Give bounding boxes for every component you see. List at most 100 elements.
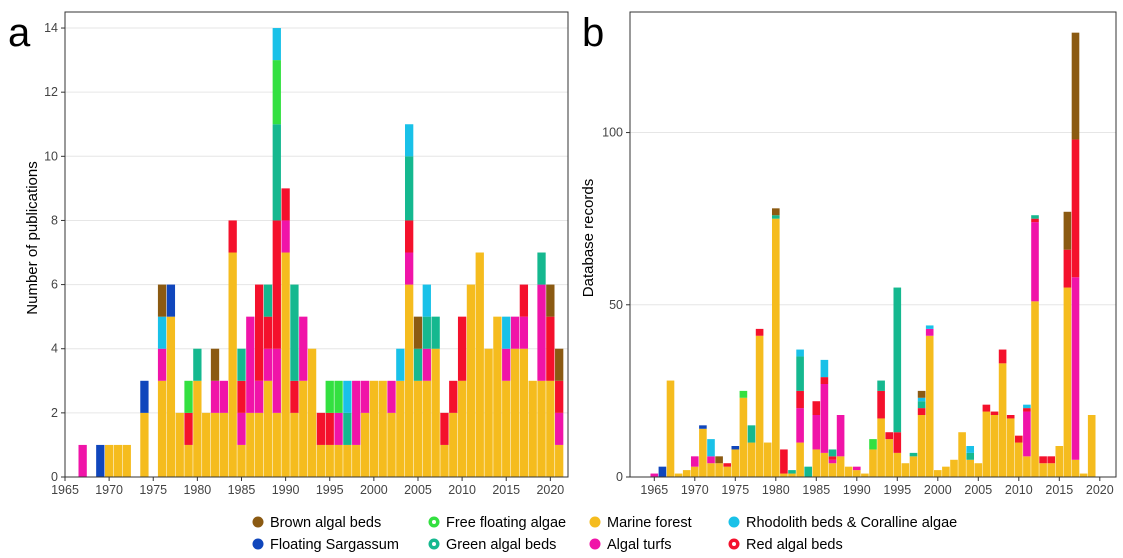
bar-segment-red-algal-beds (877, 390, 885, 419)
bar-segment-marine-forest (739, 397, 748, 477)
bar-segment-red-algal-beds (917, 408, 926, 415)
bar-segment-brown-algal-beds (157, 284, 167, 317)
bar-segment-marine-forest (316, 444, 326, 477)
bar-segment-marine-forest (755, 335, 764, 477)
legend-ring-icon (432, 542, 436, 546)
bar-segment-marine-forest (666, 380, 675, 477)
bar-segment-green-algal-beds (747, 425, 756, 443)
bar-segment-floating-sargassum (658, 466, 667, 477)
bar-segment-algal-turfs (836, 415, 845, 457)
bar-segment-marine-forest (690, 466, 699, 477)
bar-segment-marine-forest (852, 470, 861, 477)
bar-segment-marine-forest (715, 463, 723, 477)
y-tick-label: 100 (602, 126, 623, 140)
bar-segment-green-algal-beds (917, 401, 926, 409)
bar-segment-green-algal-beds (828, 449, 837, 457)
bar-segment-marine-forest (360, 412, 370, 477)
bar-segment-algal-turfs (510, 316, 520, 349)
bar-segment-green-algal-beds (413, 348, 423, 381)
legend-item-floating-sargassum: Floating Sargassum (252, 537, 399, 553)
bar-segment-floating-sargassum (166, 284, 176, 317)
x-tick-label: 2015 (1045, 483, 1073, 497)
bar-segment-marine-forest (457, 380, 467, 477)
y-tick-label: 12 (44, 85, 58, 99)
bar-segment-green-algal-beds (877, 380, 885, 391)
bar-segment-marine-forest (184, 444, 193, 477)
bar-segment-marine-forest (546, 380, 555, 477)
x-tick-label: 1980 (183, 483, 211, 497)
bar-segment-marine-forest (1087, 415, 1096, 477)
x-tick-label: 2005 (964, 483, 992, 497)
bar-segment-marine-forest (537, 380, 546, 477)
bar-segment-marine-forest (925, 335, 934, 477)
bar-segment-red-algal-beds (820, 377, 829, 384)
x-tick-label: 1990 (843, 483, 871, 497)
bar-segment-marine-forest (413, 380, 423, 477)
bar-segment-marine-forest (877, 418, 885, 477)
y-axis-title-b: Database records (580, 179, 597, 297)
legend-label: Marine forest (607, 515, 692, 531)
bar-segment-rhodolith-beds-coralline-algae (422, 284, 431, 317)
bar-segment-marine-forest (140, 412, 149, 477)
bar-segment-red-algal-beds (184, 412, 193, 445)
bar-segment-marine-forest (707, 463, 715, 477)
plot-frame (629, 11, 1117, 478)
bar-segment-algal-turfs (1071, 277, 1080, 460)
bar-segment-marine-forest (555, 444, 564, 477)
bar-segment-marine-forest (844, 466, 853, 477)
bar-segment-algal-turfs (219, 380, 228, 413)
bar-segment-green-algal-beds (263, 284, 273, 317)
bar-segment-algal-turfs (537, 284, 546, 381)
bar-segment-marine-forest (202, 412, 211, 477)
bar-segment-brown-algal-beds (771, 208, 780, 216)
y-tick-label: 8 (51, 213, 58, 227)
x-tick-label: 2000 (924, 483, 952, 497)
bar-segment-red-algal-beds (1006, 415, 1015, 419)
bar-segment-marine-forest (175, 412, 184, 477)
legend-item-red-algal-beds: Red algal beds (728, 537, 843, 553)
bar-segment-green-algal-beds (405, 156, 414, 221)
bar-segment-green-algal-beds (893, 287, 902, 433)
bar-segment-rhodolith-beds-coralline-algae (396, 348, 405, 381)
y-tick-label: 0 (616, 470, 623, 484)
bar-segment-marine-forest (272, 412, 281, 477)
bar-segment-marine-forest (950, 459, 958, 477)
bar-segment-marine-forest (378, 380, 387, 477)
bar-segment-marine-forest (1079, 473, 1088, 477)
bar-segment-marine-forest (909, 456, 918, 477)
bar-segment-brown-algal-beds (210, 348, 220, 381)
bar-segment-marine-forest (352, 444, 361, 477)
bar-segment-marine-forest (901, 463, 910, 477)
legend-ring-icon (732, 542, 736, 546)
bar-segment-rhodolith-beds-coralline-algae (1023, 404, 1031, 409)
bar-segment-algal-turfs (650, 473, 659, 477)
bar-segment-red-algal-beds (519, 284, 529, 317)
chart-panel-b: 0 50 100 1965 1970 1975 1980 1985 1990 1995 2000 20… (602, 11, 1117, 497)
bar-segment-marine-forest (263, 380, 273, 477)
legend-item-rhodolith-beds-coralline-algae: Rhodolith beds & Coralline algae (728, 515, 957, 531)
bar-segment-green-algal-beds (909, 452, 918, 457)
y-tick-label: 14 (44, 21, 58, 35)
bar-segment-red-algal-beds (796, 390, 804, 409)
bar-segment-red-algal-beds (457, 316, 467, 381)
bar-segment-marine-forest (982, 411, 991, 477)
bar-segment-marine-forest (1071, 459, 1080, 477)
bar-segment-brown-algal-beds (555, 348, 564, 381)
bar-segment-green-algal-beds (343, 412, 352, 445)
bar-segment-green-algal-beds (788, 470, 796, 474)
bar-segment-rhodolith-beds-coralline-algae (917, 397, 926, 402)
bar-segment-algal-turfs (334, 412, 343, 445)
bar-segment-red-algal-beds (1031, 218, 1039, 223)
legend-ring-icon (432, 520, 436, 524)
bar-segment-algal-turfs (852, 466, 861, 471)
bar-segment-marine-forest (1031, 301, 1039, 477)
bar-segment-marine-forest (812, 449, 821, 477)
bar-segment-marine-forest (780, 473, 788, 477)
x-tick-label: 1970 (95, 483, 123, 497)
x-tick-label: 1975 (139, 483, 167, 497)
bar-segment-marine-forest (836, 456, 845, 477)
bar-segment-red-algal-beds (828, 456, 837, 460)
bar-segment-marine-forest (510, 348, 520, 477)
bar-segment-red-algal-beds (290, 380, 299, 413)
